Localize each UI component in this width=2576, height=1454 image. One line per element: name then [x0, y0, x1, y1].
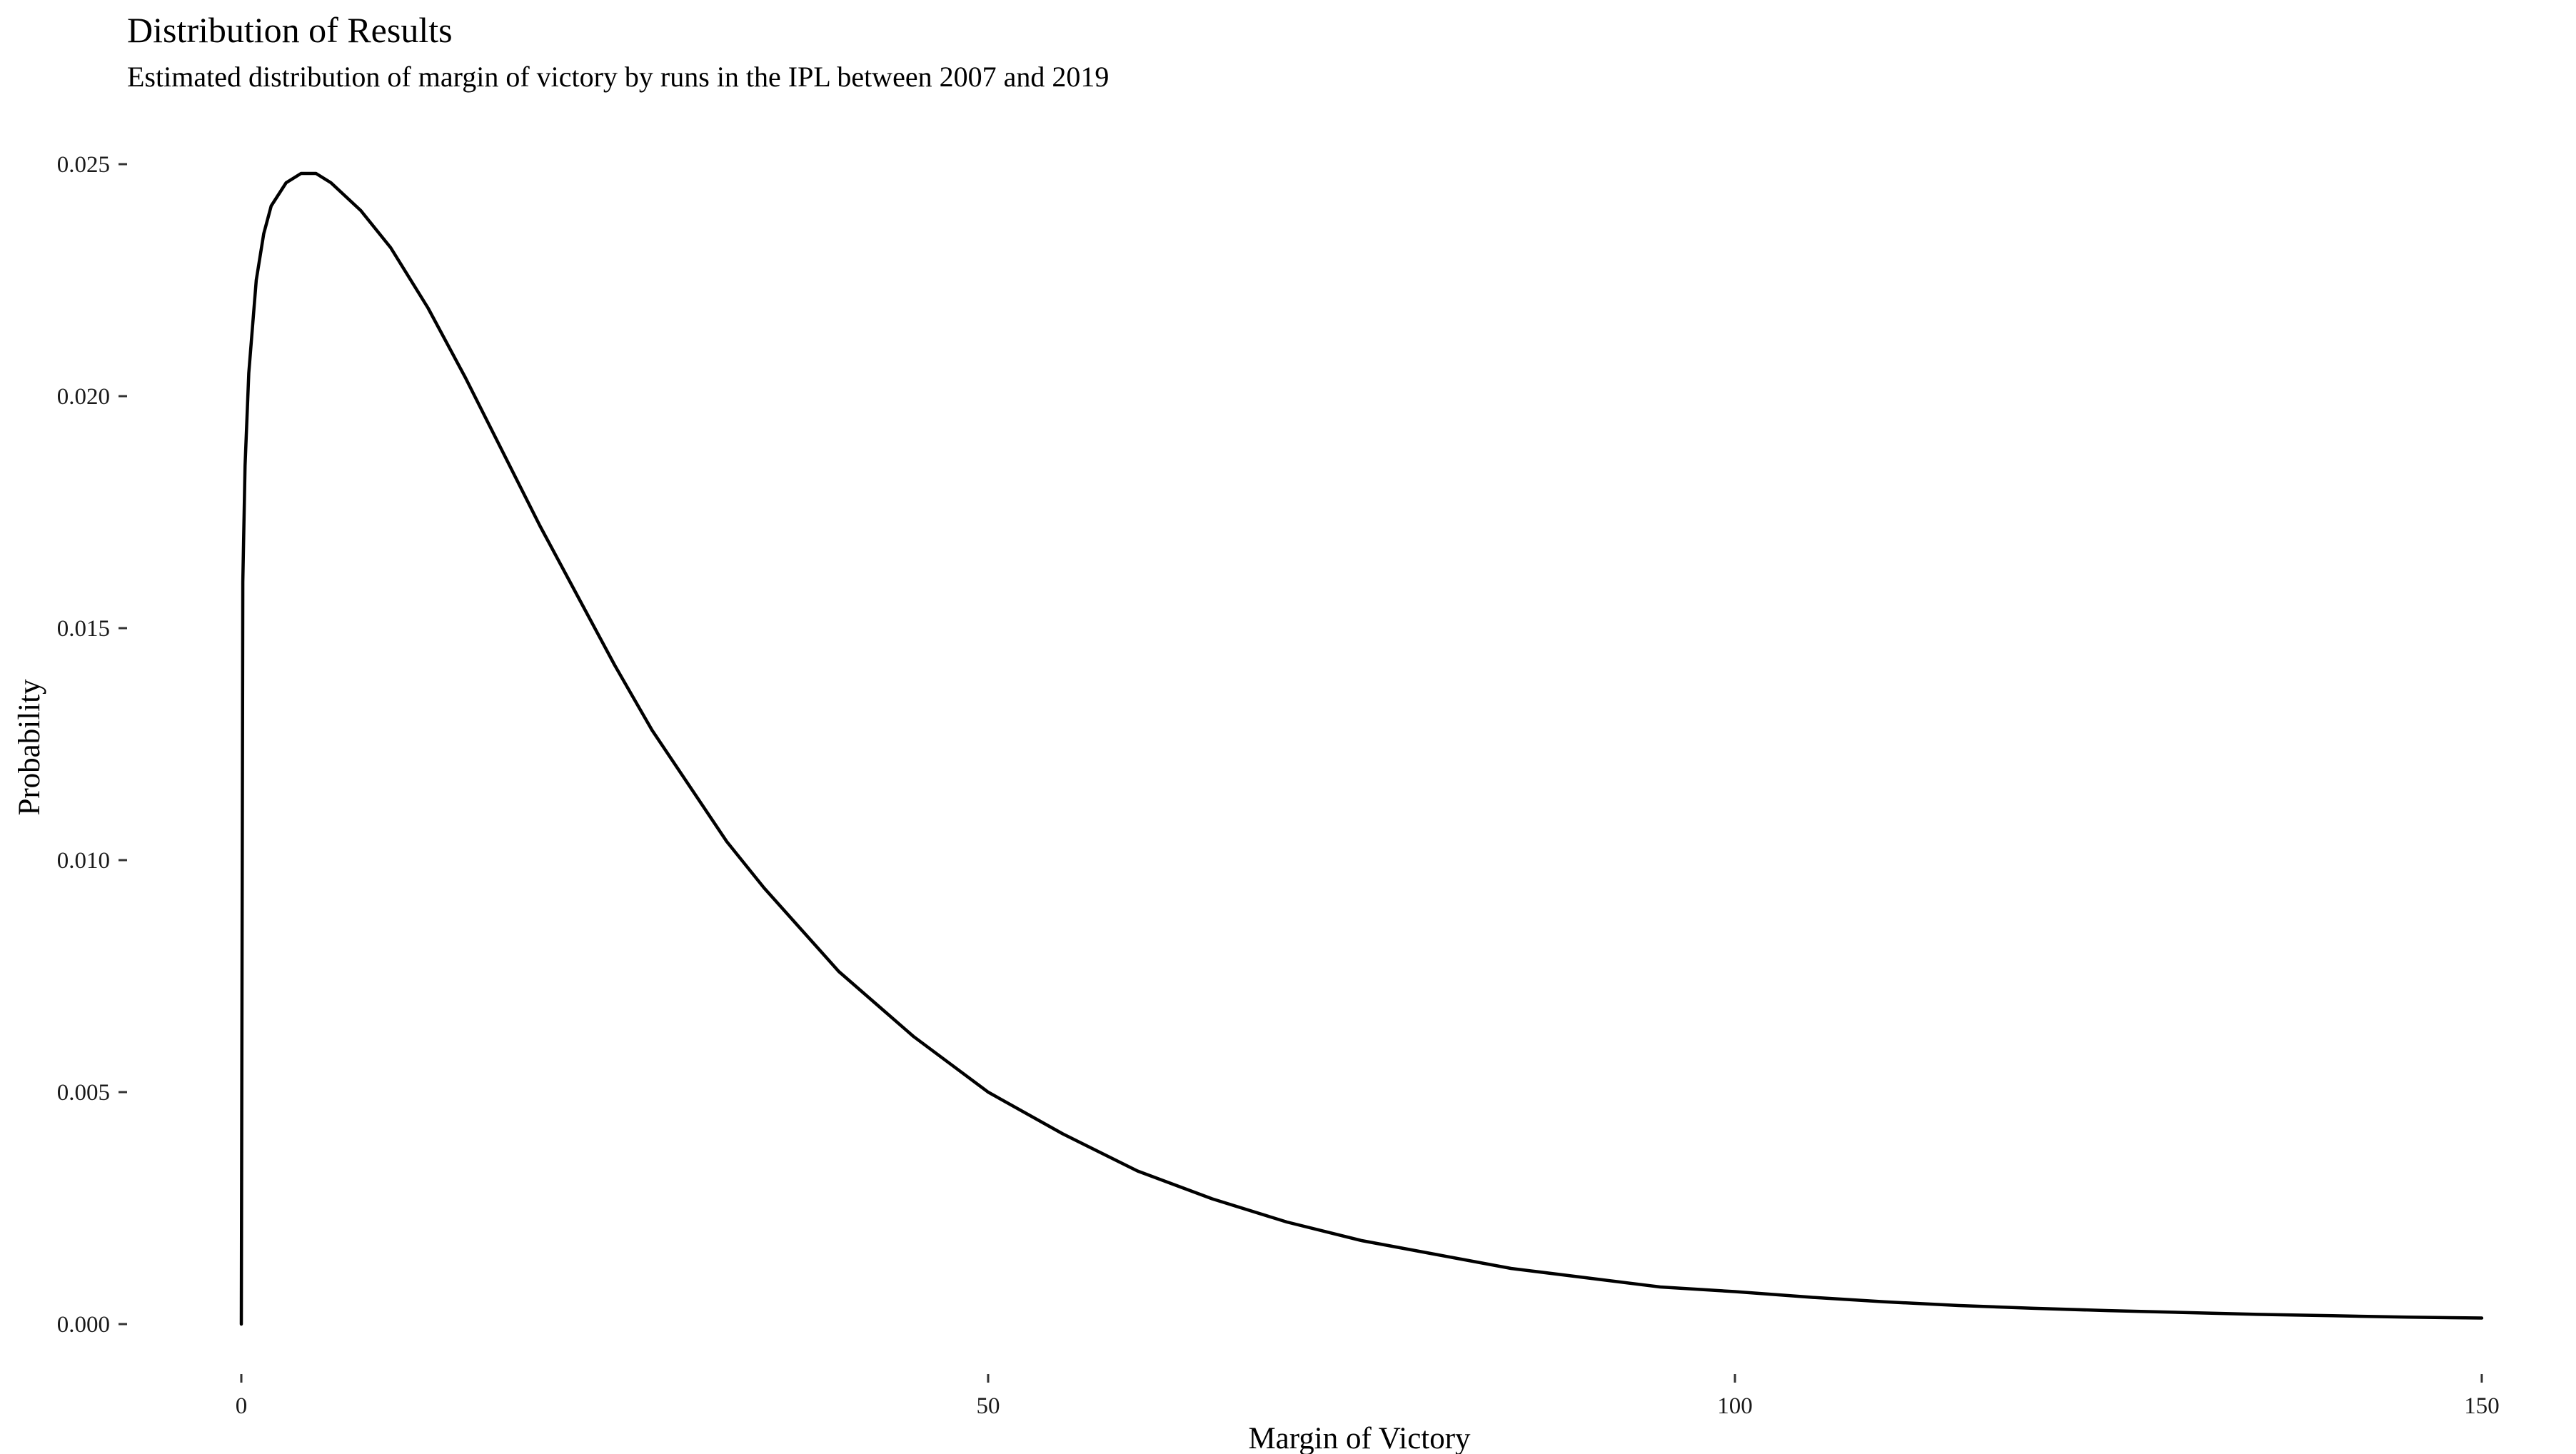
x-axis-title: Margin of Victory [1248, 1422, 1471, 1454]
series-layer [239, 171, 2484, 1326]
chart-subtitle: Estimated distribution of margin of vict… [127, 61, 1110, 93]
y-tick-label: 0.005 [57, 1080, 110, 1106]
x-tick-label: 50 [977, 1393, 1000, 1419]
x-axis: 0 50 100 150 [236, 1374, 2500, 1419]
y-tick-label: 0.010 [57, 848, 110, 874]
x-tick-label: 0 [236, 1393, 248, 1419]
y-tick-label: 0.015 [57, 616, 110, 642]
y-axis: 0.000 0.005 0.010 0.015 0.020 0.025 [57, 152, 127, 1338]
x-tick-label: 150 [2464, 1393, 2500, 1419]
y-axis-title: Probability [13, 679, 46, 816]
y-tick-label: 0.020 [57, 384, 110, 410]
y-tick-label: 0.000 [57, 1312, 110, 1338]
density-curve [239, 171, 2484, 1326]
chart-title: Distribution of Results [127, 10, 453, 50]
y-tick-label: 0.025 [57, 152, 110, 178]
x-tick-label: 100 [1717, 1393, 1753, 1419]
